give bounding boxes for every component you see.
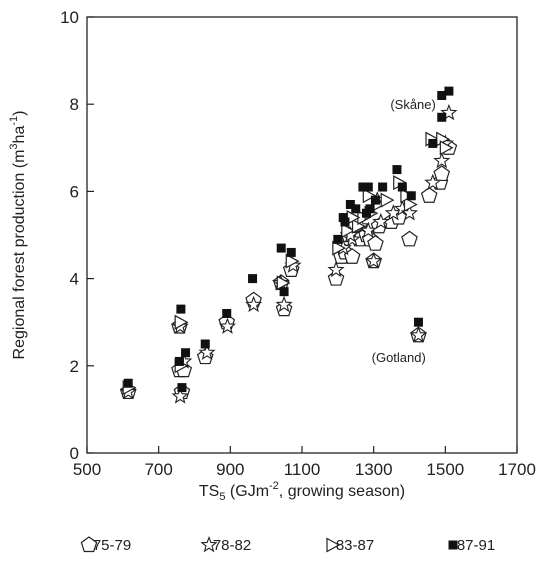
annotation-label: (Skåne) — [390, 97, 436, 112]
data-point-square — [428, 138, 438, 148]
legend-label: 78-82 — [213, 537, 251, 554]
data-point-square — [176, 304, 186, 314]
data-point-square — [276, 243, 286, 253]
legend-item: 78-82 — [200, 535, 251, 554]
series-83-87 — [122, 131, 454, 396]
data-point-square — [286, 247, 296, 257]
data-point-pentagon — [420, 187, 438, 203]
x-tick-label: 1300 — [355, 460, 393, 479]
data-point-star — [365, 252, 383, 269]
data-point-star — [440, 103, 458, 121]
data-point-pentagon — [433, 165, 451, 182]
legend-marker-square — [448, 540, 458, 550]
data-point-triangle — [332, 240, 347, 256]
data-point-triangle — [362, 188, 377, 204]
legend-label: 87-91 — [457, 537, 495, 554]
data-point-square — [358, 182, 368, 192]
y-axis-label: Regional forest production (m3ha-1) — [8, 111, 28, 360]
data-point-triangle — [276, 275, 291, 291]
data-point-star — [359, 221, 377, 238]
annotation-label: (Gotland) — [372, 350, 426, 365]
legend: 75-79 78-82 83-87 87-91 — [80, 535, 495, 554]
data-point-square — [444, 86, 454, 96]
data-point-square — [345, 199, 355, 209]
x-tick-label: 1700 — [498, 460, 536, 479]
x-tick-label: 1500 — [426, 460, 464, 479]
data-point-star — [409, 326, 428, 343]
data-point-square — [397, 182, 407, 192]
x-axis-label: TS5 (GJm-2, growing season) — [199, 480, 405, 503]
plot-frame — [86, 16, 518, 454]
legend-marker-triangle — [326, 537, 341, 553]
data-point-star — [372, 212, 390, 230]
data-point-square — [378, 182, 388, 192]
y-tick-label: 10 — [60, 8, 79, 27]
data-point-square — [200, 339, 210, 349]
data-point-star — [245, 295, 263, 313]
data-point-square — [340, 217, 350, 227]
data-point-star — [327, 260, 345, 278]
data-point-triangle — [380, 192, 395, 208]
series-87-91 — [123, 86, 454, 393]
x-tick-label: 500 — [73, 460, 101, 479]
legend-label: 75-79 — [93, 537, 131, 554]
data-points — [119, 86, 458, 404]
y-tick-label: 4 — [70, 270, 79, 289]
data-point-square — [392, 165, 402, 175]
data-point-square — [177, 383, 187, 393]
y-tick-label: 2 — [70, 357, 79, 376]
data-point-square — [174, 356, 184, 366]
data-point-star — [218, 317, 237, 334]
data-point-square — [279, 287, 289, 297]
data-point-triangle — [285, 253, 300, 269]
y-tick-label: 0 — [70, 444, 79, 463]
data-point-triangle — [403, 196, 418, 212]
data-point-star — [198, 343, 216, 361]
y-tick-label: 8 — [70, 95, 79, 114]
data-point-square — [222, 308, 232, 318]
data-point-square — [363, 182, 373, 192]
data-point-square — [413, 317, 423, 327]
data-point-pentagon — [367, 234, 384, 251]
data-point-square — [351, 204, 361, 214]
data-point-pentagon — [401, 230, 418, 247]
x-tick-label: 700 — [144, 460, 172, 479]
data-point-triangle — [174, 314, 189, 330]
legend-marker-pentagon — [80, 536, 98, 553]
data-point-star — [433, 151, 451, 169]
data-point-square — [437, 112, 447, 122]
legend-marker-star — [200, 535, 218, 553]
data-point-star — [275, 295, 293, 313]
legend-label: 83-87 — [336, 537, 374, 554]
data-point-square — [437, 90, 447, 100]
legend-item: 75-79 — [80, 536, 131, 554]
data-point-triangle — [439, 140, 454, 156]
annotations: (Skåne) (Gotland) — [372, 97, 436, 365]
data-point-star — [424, 173, 442, 190]
data-point-square — [248, 274, 258, 284]
data-point-square — [123, 378, 133, 388]
axis-ticks: 500 700 900 1100 1300 1500 1700 0 2 4 6 8 10 — [60, 8, 536, 479]
legend-item: 87-91 — [448, 537, 495, 554]
data-point-square — [370, 195, 380, 205]
x-tick-label: 900 — [216, 460, 244, 479]
x-tick-label: 1100 — [284, 460, 321, 479]
data-point-square — [181, 348, 191, 358]
data-point-square — [333, 234, 343, 244]
data-point-square — [406, 191, 416, 201]
y-tick-label: 6 — [70, 182, 79, 201]
data-point-square — [362, 208, 371, 218]
data-point-star — [171, 387, 189, 404]
legend-item: 83-87 — [326, 537, 374, 554]
data-point-triangle — [341, 223, 356, 239]
